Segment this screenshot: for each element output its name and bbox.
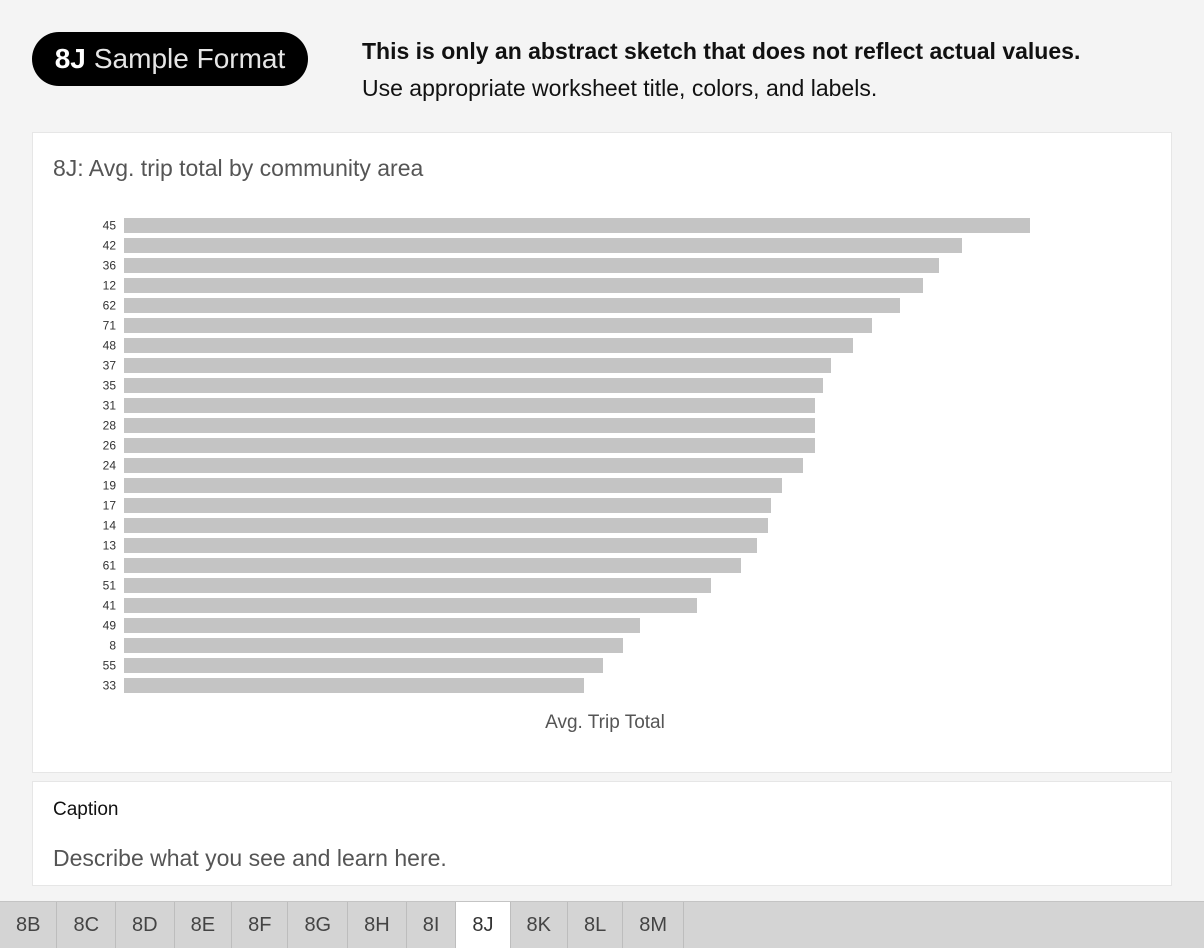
- tab-8k[interactable]: 8K: [511, 902, 568, 948]
- tab-8l[interactable]: 8L: [568, 902, 624, 948]
- bar: [124, 398, 815, 413]
- bar: [124, 558, 741, 573]
- bar: [124, 658, 603, 673]
- y-tick-label: 19: [103, 479, 117, 493]
- bar: [124, 338, 853, 353]
- y-tick-label: 31: [103, 399, 117, 413]
- tab-8h[interactable]: 8H: [348, 902, 407, 948]
- sheet-tabs: 8B 8C 8D 8E 8F 8G 8H 8I 8J 8K 8L 8M: [0, 902, 1204, 948]
- tab-8e[interactable]: 8E: [175, 902, 233, 948]
- caption-label: Caption: [53, 799, 119, 820]
- bar: [124, 258, 939, 273]
- y-tick-label: 41: [103, 599, 117, 613]
- bar: [124, 438, 815, 453]
- bar: [124, 318, 872, 333]
- badge-code: 8J: [54, 43, 86, 74]
- badge-label: Sample Format: [93, 43, 286, 74]
- tab-8d[interactable]: 8D: [116, 902, 175, 948]
- y-tick-label: 26: [103, 439, 117, 453]
- tab-8g[interactable]: 8G: [288, 902, 349, 948]
- sample-format-badge: 8J Sample Format: [32, 32, 308, 86]
- bar: [124, 238, 962, 253]
- y-tick-label: 62: [103, 299, 117, 313]
- y-tick-label: 49: [103, 619, 117, 633]
- y-tick-label: 61: [103, 559, 117, 573]
- bar: [124, 218, 1030, 233]
- bar: [124, 538, 757, 553]
- chart-title: 8J: Avg. trip total by community area: [53, 155, 424, 181]
- bar: [124, 278, 923, 293]
- y-tick-label: 12: [103, 279, 117, 293]
- instructions-note: This is only an abstract sketch that doe…: [362, 36, 1162, 103]
- sheet-tab-bar: 8B 8C 8D 8E 8F 8G 8H 8I 8J 8K 8L 8M: [0, 901, 1204, 948]
- y-tick-label: 35: [103, 379, 117, 393]
- bar: [124, 578, 711, 593]
- tab-8i[interactable]: 8I: [407, 902, 457, 948]
- bar: [124, 678, 584, 693]
- bar: [124, 298, 900, 313]
- bar: [124, 418, 815, 433]
- bar: [124, 618, 640, 633]
- y-tick-label: 24: [103, 459, 117, 473]
- bar: [124, 498, 771, 513]
- tab-8b[interactable]: 8B: [0, 902, 58, 948]
- bar: [124, 598, 697, 613]
- bar: [124, 478, 782, 493]
- y-tick-label: 42: [103, 239, 117, 253]
- y-tick-label: 45: [103, 219, 117, 233]
- tab-8m[interactable]: 8M: [623, 902, 685, 948]
- note-disclaimer: This is only an abstract sketch that doe…: [362, 38, 1081, 64]
- tab-8j[interactable]: 8J: [456, 902, 511, 948]
- bar: [124, 458, 803, 473]
- y-tick-label: 17: [103, 499, 117, 513]
- note-guidance: Use appropriate worksheet title, colors,…: [362, 75, 878, 101]
- y-tick-label: 36: [103, 259, 117, 273]
- tab-8f[interactable]: 8F: [232, 902, 289, 948]
- bar: [124, 378, 823, 393]
- y-tick-label: 28: [103, 419, 117, 433]
- y-tick-label: 8: [109, 639, 116, 653]
- bar-chart: 45 42 36 12 62 71 48 37 35 31 28 26 24 19 17 14 13 61 51 41…: [103, 218, 1030, 733]
- caption-card: Caption Describe what you see and learn …: [32, 781, 1172, 886]
- x-axis-label: Avg. Trip Total: [545, 712, 665, 733]
- y-tick-label: 71: [103, 319, 117, 333]
- tab-8c[interactable]: 8C: [57, 902, 117, 948]
- bar: [124, 638, 623, 653]
- y-tick-label: 13: [103, 539, 117, 553]
- y-tick-label: 55: [103, 659, 117, 673]
- chart-card: 8J: Avg. trip total by community area 45…: [32, 132, 1172, 773]
- bar: [124, 518, 768, 533]
- y-tick-label: 51: [103, 579, 117, 593]
- y-tick-label: 33: [103, 679, 117, 693]
- caption-input[interactable]: Describe what you see and learn here.: [53, 845, 447, 871]
- y-tick-label: 48: [103, 339, 117, 353]
- y-tick-label: 37: [103, 359, 117, 373]
- y-tick-label: 14: [103, 519, 117, 533]
- bar: [124, 358, 831, 373]
